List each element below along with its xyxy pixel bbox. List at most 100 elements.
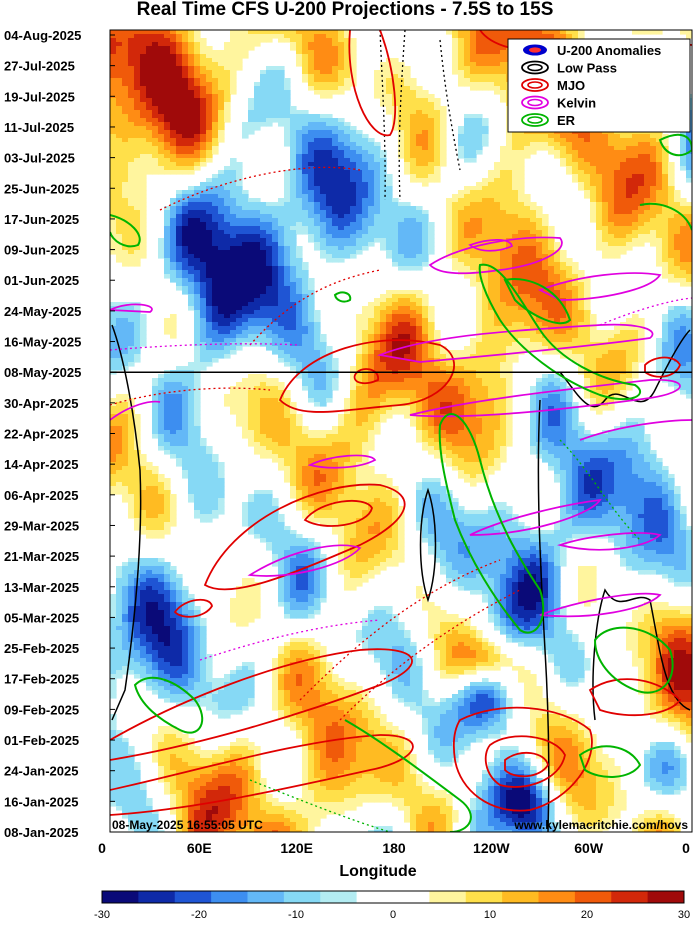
anomaly-cell [482,210,489,215]
anomaly-cell [344,150,351,155]
anomaly-cell [404,242,411,247]
anomaly-cell [212,186,219,191]
anomaly-cell [128,138,135,143]
anomaly-cell [608,210,615,215]
anomaly-cell [194,330,201,335]
anomaly-cell [164,70,171,75]
anomaly-cell [236,50,243,55]
anomaly-cell [158,170,165,175]
anomaly-cell [566,322,573,327]
anomaly-cell [530,142,537,147]
anomaly-cell [398,146,405,151]
anomaly-cell [164,266,171,271]
anomaly-cell [308,50,315,55]
anomaly-cell [278,214,285,219]
anomaly-cell [188,306,195,311]
anomaly-cell [518,198,525,203]
anomaly-cell [392,66,399,71]
anomaly-cell [674,230,681,235]
anomaly-cell [122,318,129,323]
anomaly-cell [398,242,405,247]
anomaly-cell [410,78,417,83]
anomaly-cell [230,62,237,67]
anomaly-cell [152,106,159,111]
anomaly-cell [218,246,225,251]
anomaly-cell [230,226,237,231]
anomaly-cell [212,254,219,259]
anomaly-cell [236,62,243,67]
anomaly-cell [230,46,237,51]
anomaly-cell [170,242,177,247]
anomaly-cell [404,262,411,267]
anomaly-cell [482,182,489,187]
anomaly-cell [416,90,423,95]
anomaly-cell [542,142,549,147]
anomaly-cell [296,198,303,203]
anomaly-cell [518,302,525,307]
anomaly-cell [686,326,692,331]
anomaly-cell [362,162,369,167]
anomaly-cell [164,154,171,159]
anomaly-cell [428,326,435,331]
anomaly-cell [188,258,195,263]
anomaly-cell [158,150,165,155]
anomaly-cell [524,150,531,155]
anomaly-cell [638,190,645,195]
anomaly-cell [326,46,333,51]
anomaly-cell [200,254,207,259]
anomaly-cell [668,214,675,219]
anomaly-cell [428,318,435,323]
anomaly-cell [656,198,663,203]
anomaly-cell [236,294,243,299]
anomaly-cell [656,218,663,223]
anomaly-cell [248,282,255,287]
anomaly-cell [266,246,273,251]
anomaly-cell [332,150,339,155]
anomaly-cell [266,282,273,287]
anomaly-cell [254,270,261,275]
anomaly-cell [170,134,177,139]
anomaly-cell [188,218,195,223]
anomaly-cell [194,114,201,119]
anomaly-cell [230,214,237,219]
anomaly-cell [242,330,249,335]
anomaly-cell [416,110,423,115]
anomaly-cell [548,150,555,155]
anomaly-cell [548,270,555,275]
anomaly-cell [506,318,513,323]
anomaly-cell [200,182,207,187]
anomaly-cell [242,302,249,307]
anomaly-cell [308,330,315,335]
anomaly-cell [122,78,129,83]
anomaly-cell [476,222,483,227]
anomaly-cell [122,38,129,43]
anomaly-cell [338,122,345,127]
anomaly-cell [356,230,363,235]
anomaly-cell [260,110,267,115]
anomaly-cell [572,314,579,319]
anomaly-cell [470,66,477,71]
anomaly-cell [128,254,135,259]
anomaly-cell [476,322,483,327]
anomaly-cell [632,166,639,171]
anomaly-cell [530,286,537,291]
anomaly-cell [320,122,327,127]
anomaly-cell [230,30,237,35]
anomaly-cell [260,206,267,211]
anomaly-cell [386,306,393,311]
anomaly-cell [686,154,692,159]
anomaly-cell [488,306,495,311]
anomaly-cell [458,142,465,147]
anomaly-cell [236,258,243,263]
anomaly-cell [458,126,465,131]
anomaly-cell [224,202,231,207]
anomaly-cell [128,46,135,51]
anomaly-cell [344,250,351,255]
anomaly-cell [188,214,195,219]
anomaly-cell [452,30,459,35]
anomaly-cell [230,274,237,279]
anomaly-cell [434,114,441,119]
anomaly-cell [350,50,357,55]
anomaly-cell [584,290,591,295]
anomaly-cell [320,114,327,119]
